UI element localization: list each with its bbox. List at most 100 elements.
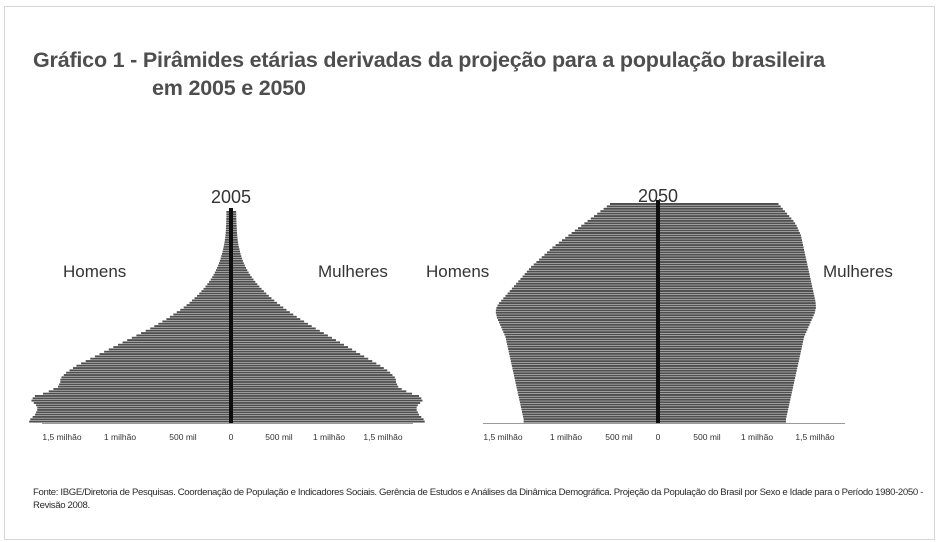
bar-mulheres-2005-age-45 — [231, 315, 297, 318]
bar-homens-2005-age-23 — [72, 367, 232, 369]
bar-mulheres-2005-age-12 — [231, 392, 413, 395]
figure-frame — [4, 6, 935, 540]
bar-homens-2005-age-45 — [169, 315, 231, 318]
bar-homens-2050-age-13 — [517, 389, 658, 392]
bar-mulheres-2050-age-90 — [658, 203, 779, 205]
bar-homens-2050-age-20 — [513, 372, 658, 375]
bar-homens-2050-age-2 — [523, 415, 658, 418]
bar-mulheres-2005-age-17 — [231, 381, 396, 383]
bar-mulheres-2050-age-20 — [658, 372, 797, 375]
center-axis-2005 — [229, 208, 233, 424]
bar-homens-2005-age-18 — [60, 378, 232, 381]
bar-mulheres-2005-age-32 — [231, 346, 349, 348]
bar-mulheres-2005-age-90 — [231, 211, 237, 213]
bar-homens-2050-age-19 — [514, 374, 658, 377]
bar-mulheres-2050-age-7 — [658, 403, 790, 406]
bar-mulheres-2005-age-37 — [231, 334, 328, 337]
bar-mulheres-2050-age-68 — [658, 256, 806, 259]
bar-homens-2050-age-80 — [578, 227, 658, 230]
bar-mulheres-2005-age-88 — [231, 215, 237, 218]
bar-homens-2005-age-80 — [225, 234, 231, 237]
bar-homens-2050-age-24 — [511, 362, 658, 365]
bar-mulheres-2050-age-14 — [658, 386, 793, 389]
bar-mulheres-2050-age-59 — [658, 277, 811, 280]
x-tick-label-2005-3: 0 — [229, 432, 234, 442]
bar-mulheres-2005-age-80 — [231, 234, 238, 237]
bar-mulheres-2050-age-36 — [658, 333, 806, 336]
bar-homens-2005-age-22 — [69, 369, 231, 372]
bar-homens-2005-age-59 — [207, 283, 231, 286]
bar-homens-2050-age-54 — [509, 290, 658, 292]
bar-homens-2050-age-67 — [539, 258, 658, 261]
bar-homens-2050-age-5 — [521, 408, 658, 411]
bar-mulheres-2050-age-82 — [658, 222, 796, 225]
bar-mulheres-2050-age-84 — [658, 217, 792, 220]
bar-homens-2050-age-21 — [512, 369, 658, 372]
bar-mulheres-2050-age-22 — [658, 367, 798, 370]
bar-homens-2050-age-35 — [505, 335, 658, 338]
bar-mulheres-2050-age-40 — [658, 323, 810, 326]
bar-homens-2005-age-8 — [33, 402, 231, 404]
bar-homens-2005-age-33 — [117, 343, 231, 346]
bar-mulheres-2005-age-79 — [231, 236, 238, 239]
bar-mulheres-2050-age-65 — [658, 263, 808, 266]
bar-homens-2005-age-3 — [34, 413, 232, 416]
bar-homens-2005-age-14 — [53, 388, 231, 390]
bar-mulheres-2005-age-38 — [231, 332, 324, 335]
bar-mulheres-2005-age-82 — [231, 229, 237, 232]
bar-mulheres-2005-age-65 — [231, 269, 248, 272]
bar-mulheres-2005-age-70 — [231, 257, 243, 260]
bar-homens-2005-age-50 — [186, 304, 231, 307]
bar-mulheres-2005-age-2 — [231, 416, 422, 418]
bar-homens-2005-age-81 — [225, 231, 231, 234]
bar-mulheres-2005-age-68 — [231, 262, 244, 265]
bar-mulheres-2050-age-63 — [658, 268, 809, 271]
bar-homens-2005-age-35 — [127, 339, 231, 342]
bar-mulheres-2005-age-5 — [231, 409, 417, 411]
bar-mulheres-2005-age-28 — [231, 355, 365, 358]
bar-homens-2005-age-44 — [166, 318, 231, 321]
bar-mulheres-2050-age-69 — [658, 253, 806, 256]
bar-homens-2005-age-25 — [81, 362, 231, 365]
bar-homens-2005-age-38 — [141, 332, 231, 335]
bar-homens-2005-age-88 — [226, 215, 231, 218]
bar-mulheres-2005-age-73 — [231, 250, 240, 253]
bar-mulheres-2005-age-89 — [231, 213, 237, 216]
bar-homens-2005-age-57 — [203, 287, 231, 290]
bar-mulheres-2005-age-20 — [231, 374, 393, 376]
bar-homens-2050-age-50 — [501, 299, 658, 302]
bar-mulheres-2050-age-4 — [658, 410, 788, 413]
bar-homens-2005-age-42 — [158, 322, 231, 325]
bar-mulheres-2005-age-34 — [231, 341, 340, 344]
bar-homens-2005-age-49 — [183, 306, 231, 309]
x-tick-label-2005-0: 1,5 milhão — [42, 432, 81, 442]
bar-mulheres-2005-age-67 — [231, 264, 245, 267]
bar-mulheres-2050-age-46 — [658, 309, 816, 312]
bar-mulheres-2050-age-12 — [658, 391, 792, 394]
bar-homens-2005-age-51 — [189, 301, 231, 304]
bar-mulheres-2050-age-72 — [658, 246, 804, 249]
bar-homens-2050-age-41 — [499, 321, 658, 324]
bar-mulheres-2050-age-26 — [658, 357, 800, 360]
bar-homens-2005-age-31 — [108, 348, 231, 351]
bar-homens-2050-age-37 — [503, 331, 658, 334]
bar-homens-2005-age-47 — [176, 311, 231, 314]
bar-homens-2050-age-89 — [606, 205, 658, 208]
bar-homens-2005-age-48 — [180, 308, 231, 311]
source-note: Fonte: IBGE/Diretoria de Pesquisas. Coor… — [33, 487, 924, 511]
bar-mulheres-2050-age-28 — [658, 352, 801, 355]
x-tick-label-2005-5: 1 milhão — [313, 432, 345, 442]
bar-mulheres-2005-age-51 — [231, 301, 278, 304]
bar-mulheres-2005-age-61 — [231, 278, 254, 281]
bar-mulheres-2050-age-70 — [658, 251, 805, 254]
bar-homens-2050-age-10 — [518, 396, 658, 399]
bar-homens-2050-age-39 — [501, 326, 658, 329]
bar-homens-2005-age-39 — [145, 329, 231, 332]
bar-homens-2005-age-75 — [223, 245, 231, 248]
bar-mulheres-2005-age-78 — [231, 238, 238, 241]
bar-mulheres-2050-age-35 — [658, 335, 805, 338]
bar-homens-2005-age-21 — [66, 371, 231, 374]
x-tick-label-2050-5: 1 milhão — [741, 432, 773, 442]
bar-mulheres-2005-age-57 — [231, 287, 262, 290]
